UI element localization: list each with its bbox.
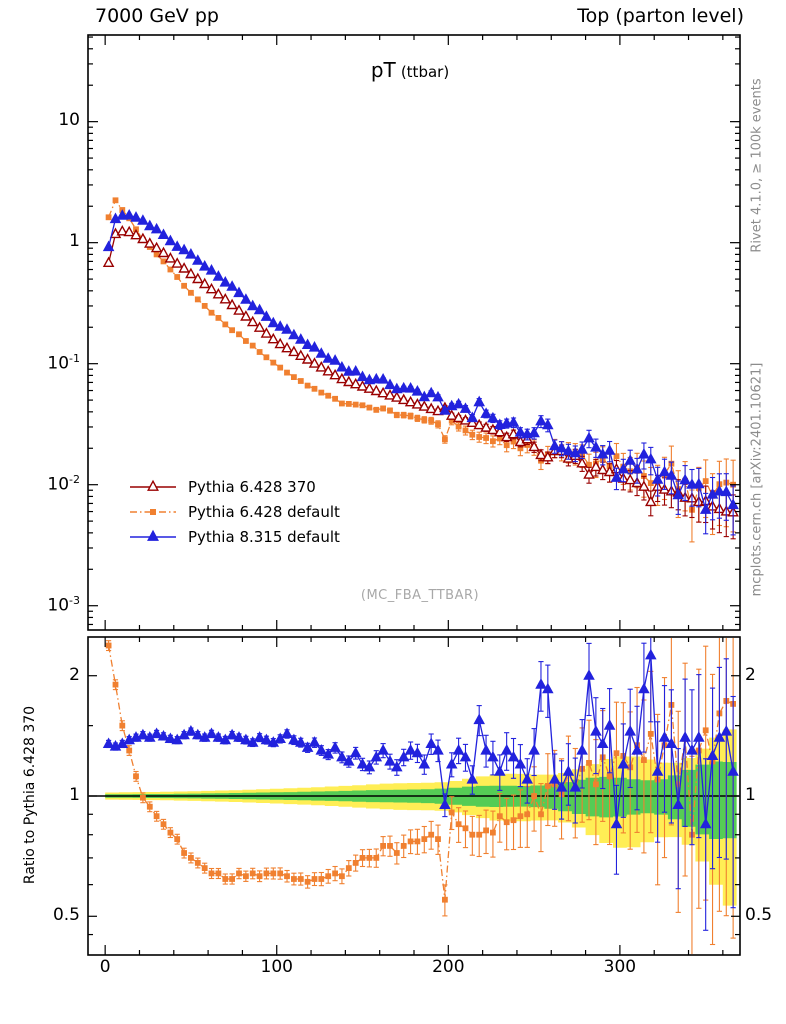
axis-tick-label: 2	[69, 664, 80, 685]
axis-tick-label: 10-1	[47, 351, 80, 374]
legend-item: Pythia 6.428 default	[128, 499, 340, 524]
axis-tick-label: 1	[69, 230, 80, 251]
axis-tick-label: 200	[432, 957, 465, 977]
beam-info: 7000 GeV pp	[95, 5, 219, 27]
legend-marker-open-triangle-icon	[128, 479, 178, 495]
rivet-version-note: Rivet 4.1.0, ≥ 100k events	[749, 78, 765, 253]
ratio-pythia8-default	[102, 638, 739, 931]
mcplots-note: mcplots.cern.ch [arXiv:2401.10621]	[749, 362, 765, 597]
legend-marker-filled-square-icon	[128, 504, 178, 520]
axis-tick-label: 0	[99, 957, 111, 977]
legend-label: Pythia 6.428 370	[188, 477, 316, 496]
axis-tick-label: 10-2	[47, 472, 80, 495]
axis-tick-label: 1	[69, 785, 80, 805]
plot-title: pT (ttbar)	[280, 58, 540, 82]
axis-tick-label: 0.5	[52, 905, 80, 926]
legend: Pythia 6.428 370 Pythia 6.428 default Py…	[128, 474, 340, 549]
ratio-uncertainty-bands	[89, 729, 739, 906]
series-pythia6-370	[102, 224, 739, 540]
axis-tick-label: 100	[260, 957, 293, 977]
axis-tick-label: 0.5	[745, 905, 773, 926]
legend-marker-filled-triangle-icon	[128, 529, 178, 545]
axis-tick-label: 1	[745, 785, 756, 805]
plot-title-main: pT	[370, 58, 396, 82]
series-pythia8-default	[102, 208, 739, 536]
axis-tick-label: 2	[745, 664, 756, 685]
analysis-watermark: (MC_FBA_TTBAR)	[360, 588, 480, 603]
legend-label: Pythia 6.428 default	[188, 502, 340, 521]
process-info: Top (parton level)	[577, 5, 744, 27]
plot-title-sub: (ttbar)	[400, 63, 450, 81]
axis-tick-label: 10	[58, 109, 80, 130]
legend-item: Pythia 8.315 default	[128, 524, 340, 549]
legend-item: Pythia 6.428 370	[128, 474, 340, 499]
axis-tick-label: 300	[603, 957, 637, 977]
legend-label: Pythia 8.315 default	[188, 527, 340, 546]
axis-tick-label: 10-3	[47, 593, 80, 616]
